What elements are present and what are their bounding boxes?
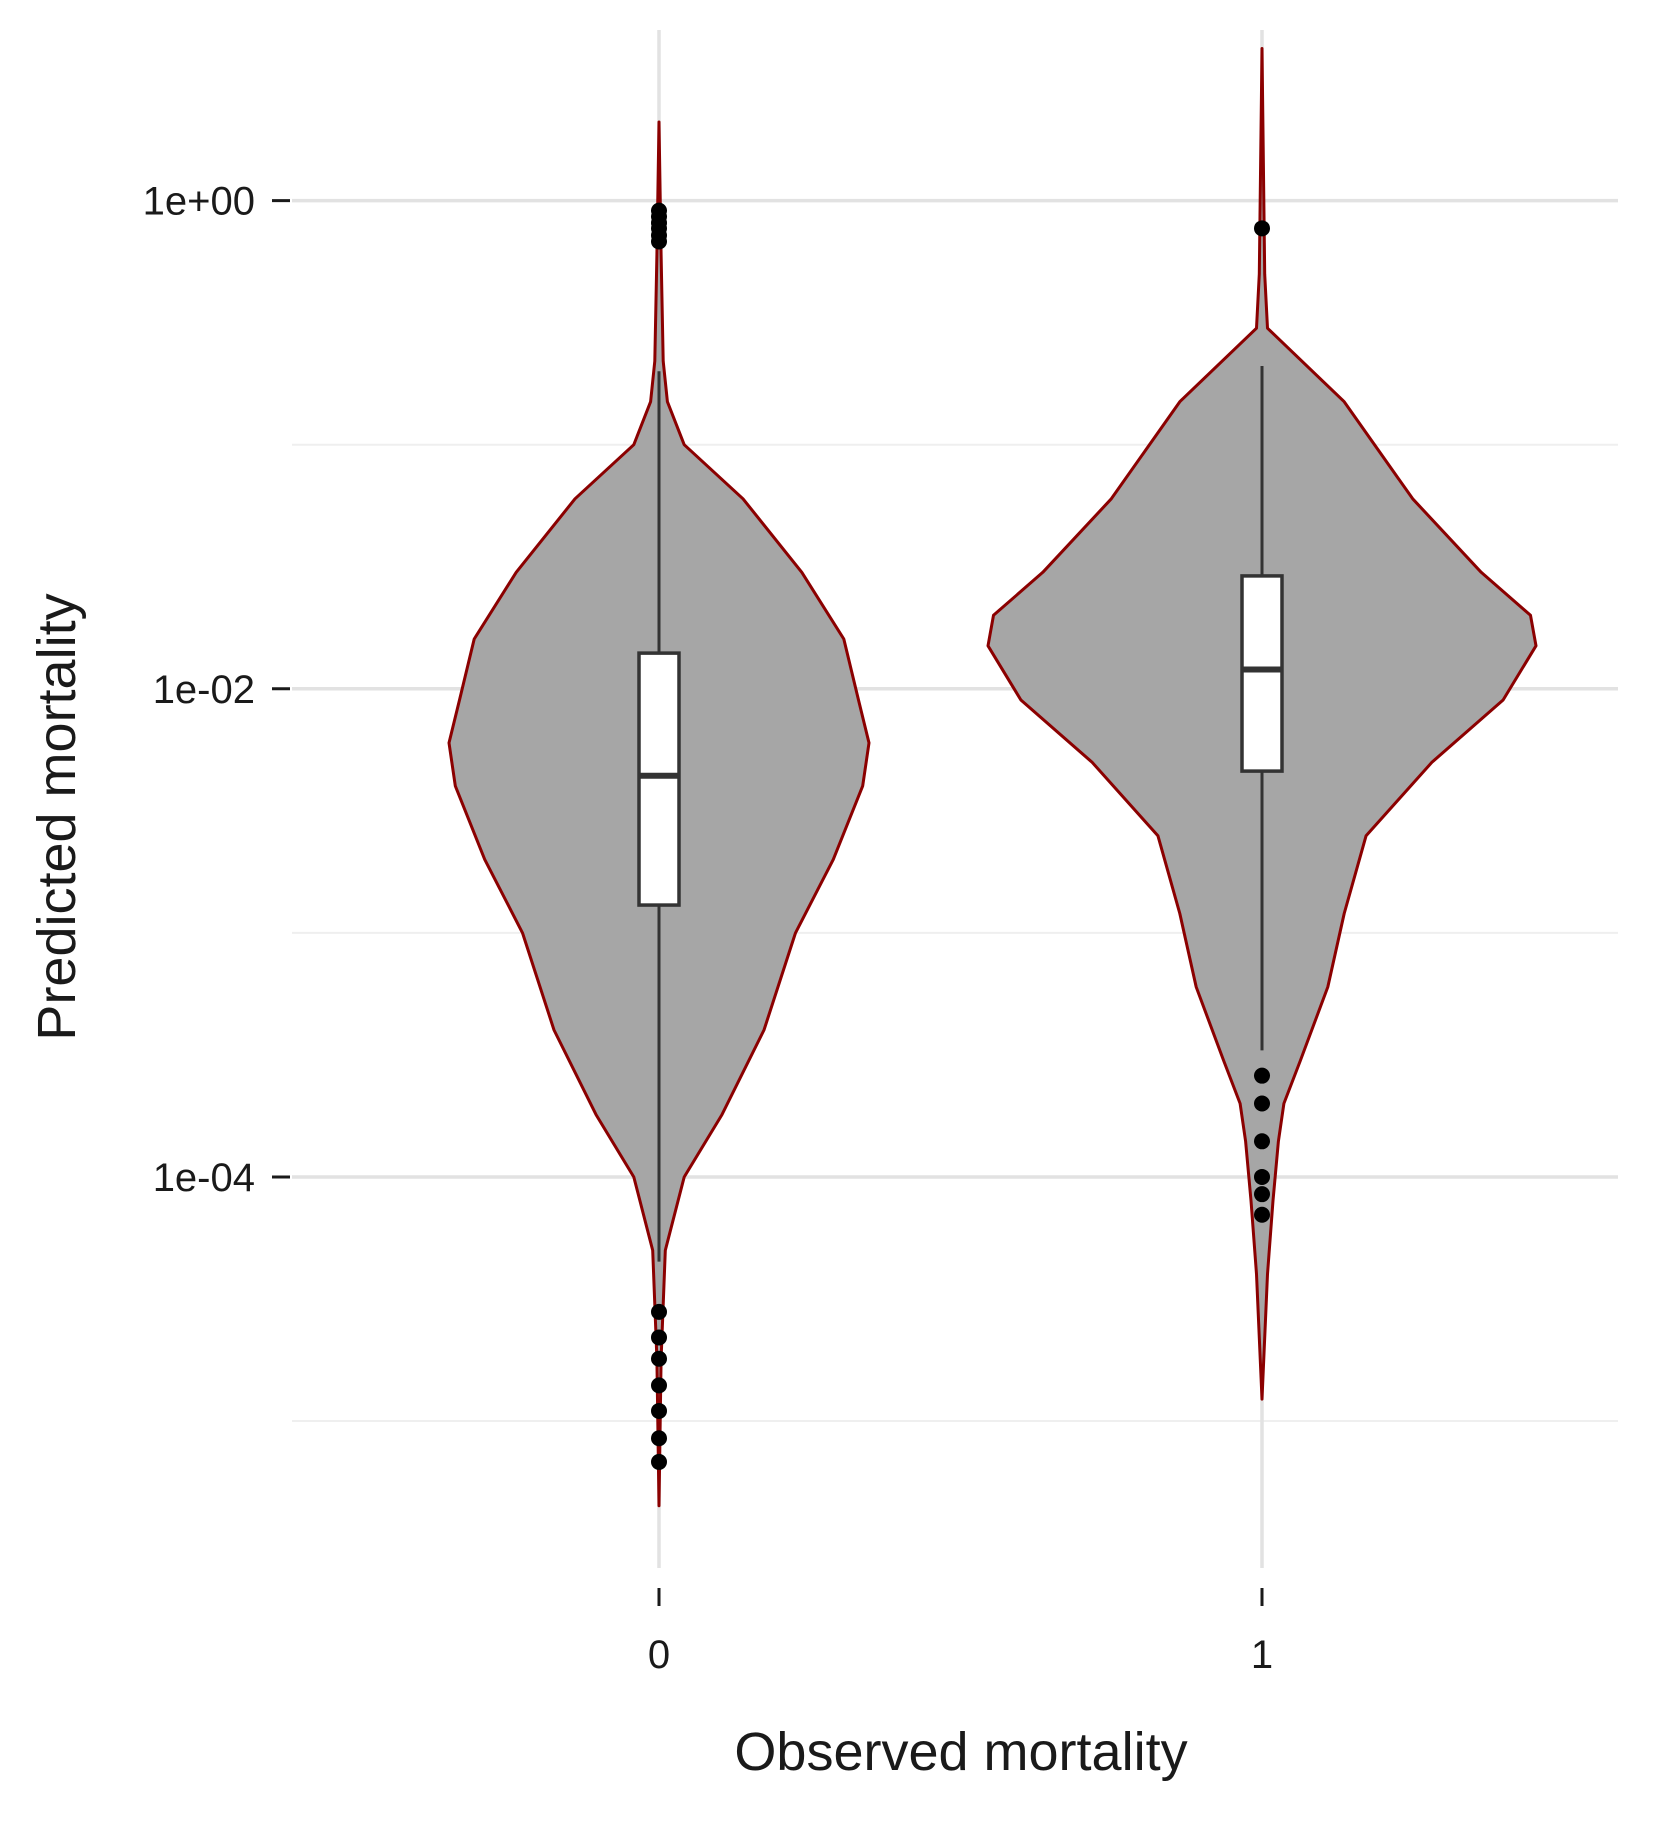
x-axis-title: Observed mortality [734, 1722, 1187, 1782]
x-tick-label: 1 [1251, 1633, 1273, 1677]
outlier-point-0 [651, 1350, 667, 1367]
outlier-point-0 [651, 1329, 667, 1346]
y-tick-label: 1e-04 [153, 1156, 255, 1200]
outlier-point-1 [1254, 1133, 1270, 1150]
outlier-point-0 [651, 1377, 667, 1394]
y-tick-label: 1e+00 [143, 180, 255, 224]
boxplots [637, 366, 1284, 1262]
outlier-point-0 [651, 1430, 667, 1447]
outlier-point-0 [651, 1402, 667, 1419]
outlier-point-1 [1254, 1206, 1270, 1223]
outlier-point-0 [651, 1453, 667, 1470]
outlier-point-1 [1254, 1186, 1270, 1203]
axes: 1e+00 1e-02 1e-04 0 1 [143, 180, 1273, 1677]
y-tick-label: 1e-02 [153, 668, 255, 712]
outlier-point-0 [651, 233, 667, 250]
outlier-point-1 [1254, 220, 1270, 237]
box-1 [1240, 574, 1284, 773]
box-0 [637, 651, 681, 907]
outlier-point-1 [1254, 1067, 1270, 1084]
outlier-point-1 [1254, 1095, 1270, 1112]
x-tick-label: 0 [648, 1633, 670, 1677]
violins [447, 47, 1538, 1508]
outlier-points [651, 202, 1270, 1470]
y-axis-title: Predicted mortality [27, 593, 87, 1040]
outlier-point-1 [1254, 1168, 1270, 1185]
outlier-point-0 [651, 1303, 667, 1320]
